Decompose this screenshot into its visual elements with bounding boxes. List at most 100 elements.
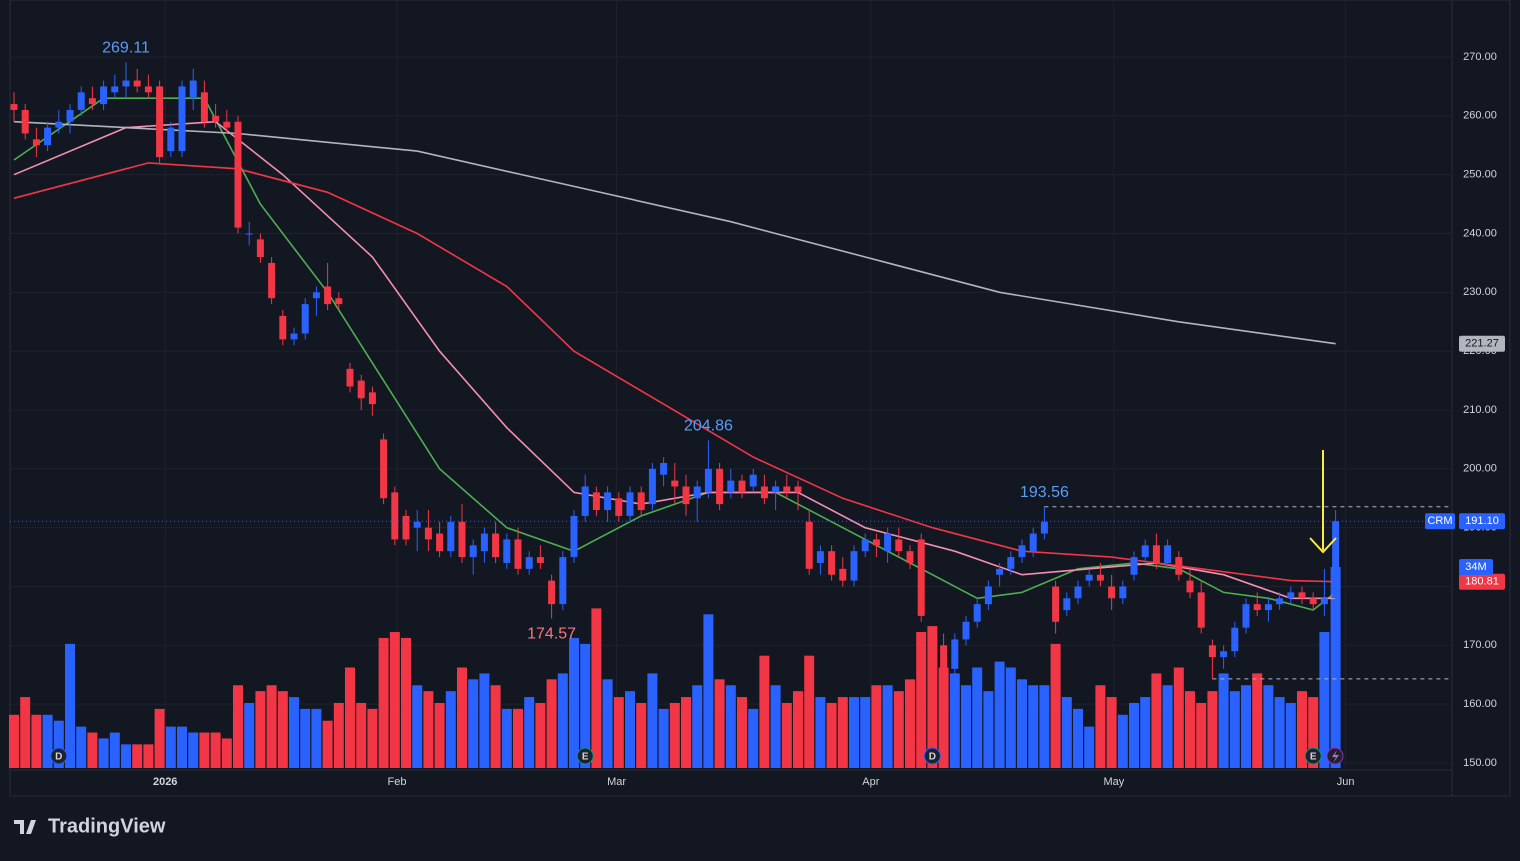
candle-body bbox=[772, 486, 780, 493]
price-annotation: 193.56 bbox=[1020, 484, 1069, 501]
volume-bar bbox=[569, 637, 579, 768]
event-label: E bbox=[1310, 752, 1317, 763]
y-tick-label: 270.00 bbox=[1463, 51, 1497, 63]
candle-body bbox=[212, 115, 220, 122]
volume-bar bbox=[748, 708, 759, 768]
volume-bar bbox=[1218, 673, 1229, 768]
volume-bar bbox=[793, 691, 803, 768]
candle-body bbox=[245, 233, 253, 235]
candle-body bbox=[1052, 586, 1060, 622]
volume-bar bbox=[210, 732, 221, 768]
volume-bar bbox=[367, 708, 378, 768]
candle-body bbox=[615, 498, 623, 516]
volume-bar bbox=[725, 685, 736, 768]
volume-bar bbox=[1330, 567, 1341, 768]
candle-body bbox=[760, 486, 768, 499]
candle-body bbox=[984, 586, 992, 605]
volume-bar bbox=[826, 702, 837, 768]
candle-body bbox=[514, 539, 522, 569]
candle-body bbox=[1096, 574, 1104, 581]
volume-bar bbox=[165, 726, 176, 768]
volume-bar bbox=[860, 697, 871, 768]
volume-bar bbox=[109, 732, 120, 768]
logo bbox=[14, 820, 36, 834]
volume-bar bbox=[591, 608, 602, 768]
candle-body bbox=[492, 533, 500, 558]
candle-body bbox=[44, 127, 52, 146]
volume-bar bbox=[1039, 685, 1050, 768]
y-tick-label: 170.00 bbox=[1463, 639, 1497, 651]
candle-body bbox=[436, 533, 444, 552]
volume-bar bbox=[188, 732, 199, 768]
candle-body bbox=[1108, 586, 1116, 599]
candle-body bbox=[940, 645, 948, 669]
volume-bar bbox=[1129, 702, 1139, 768]
event-circle[interactable] bbox=[923, 747, 941, 765]
candle-body bbox=[671, 480, 679, 487]
event-circle[interactable] bbox=[50, 747, 68, 765]
candle-body bbox=[749, 474, 757, 487]
candle-body bbox=[458, 521, 466, 558]
y-tick-label: 250.00 bbox=[1463, 169, 1497, 181]
volume-bar bbox=[434, 702, 445, 768]
candle-body bbox=[1018, 545, 1026, 558]
volume-bar bbox=[468, 679, 479, 768]
volume-bar bbox=[345, 667, 355, 768]
event-marker[interactable]: E bbox=[576, 747, 594, 765]
volume-bar bbox=[602, 679, 613, 768]
volume-bar bbox=[42, 714, 53, 768]
volume-bar bbox=[20, 697, 31, 768]
candle-body bbox=[279, 315, 287, 340]
price-annotation: 174.57 bbox=[527, 626, 576, 643]
candle-body bbox=[1175, 557, 1183, 575]
candle-body bbox=[693, 486, 701, 499]
event-marker[interactable]: D bbox=[50, 747, 68, 765]
candle-body bbox=[973, 604, 981, 622]
candle-body bbox=[167, 127, 175, 152]
volume-bar bbox=[1185, 691, 1195, 768]
candle-body bbox=[256, 239, 264, 258]
candle-body bbox=[1186, 580, 1194, 593]
volume-bar bbox=[389, 632, 400, 768]
candle-body bbox=[469, 545, 477, 558]
candle-body bbox=[917, 539, 925, 616]
volume-bar bbox=[255, 691, 266, 768]
candle-body bbox=[346, 368, 354, 387]
event-circle[interactable] bbox=[576, 747, 594, 765]
volume-bar bbox=[501, 708, 512, 768]
volume-label: 34M bbox=[1465, 561, 1486, 573]
brand: TradingView bbox=[48, 815, 166, 837]
candle-body bbox=[66, 109, 74, 122]
candle-body bbox=[828, 551, 836, 575]
event-marker[interactable]: E bbox=[1304, 747, 1322, 765]
candle-body bbox=[872, 539, 880, 546]
volume-bar bbox=[737, 697, 747, 768]
volume-bar bbox=[311, 708, 322, 768]
candle-body bbox=[77, 92, 85, 110]
candle-body bbox=[1007, 557, 1015, 569]
volume-bar bbox=[1073, 708, 1083, 768]
candle-body bbox=[424, 527, 432, 540]
candle-body bbox=[1085, 574, 1093, 581]
candle-body bbox=[716, 468, 724, 505]
candle-body bbox=[1320, 598, 1328, 605]
event-label: E bbox=[582, 752, 589, 763]
event-marker[interactable]: D bbox=[923, 747, 941, 765]
volume-bar bbox=[535, 702, 546, 768]
volume-bar bbox=[837, 697, 848, 768]
candle-body bbox=[581, 486, 589, 516]
volume-bar bbox=[871, 685, 882, 768]
volume-bar bbox=[1028, 685, 1039, 768]
volume-bar bbox=[244, 702, 255, 768]
volume-bar bbox=[557, 673, 568, 768]
event-circle[interactable] bbox=[1304, 747, 1322, 765]
candle-body bbox=[391, 492, 399, 540]
y-tick-label: 210.00 bbox=[1463, 404, 1497, 416]
candle-body bbox=[548, 580, 556, 605]
volume-bar bbox=[703, 614, 714, 768]
volume-bar bbox=[1274, 697, 1285, 768]
candle-body bbox=[704, 468, 712, 493]
volume-bar bbox=[412, 685, 423, 768]
candle-body bbox=[928, 633, 936, 646]
volume-bar bbox=[479, 673, 490, 768]
